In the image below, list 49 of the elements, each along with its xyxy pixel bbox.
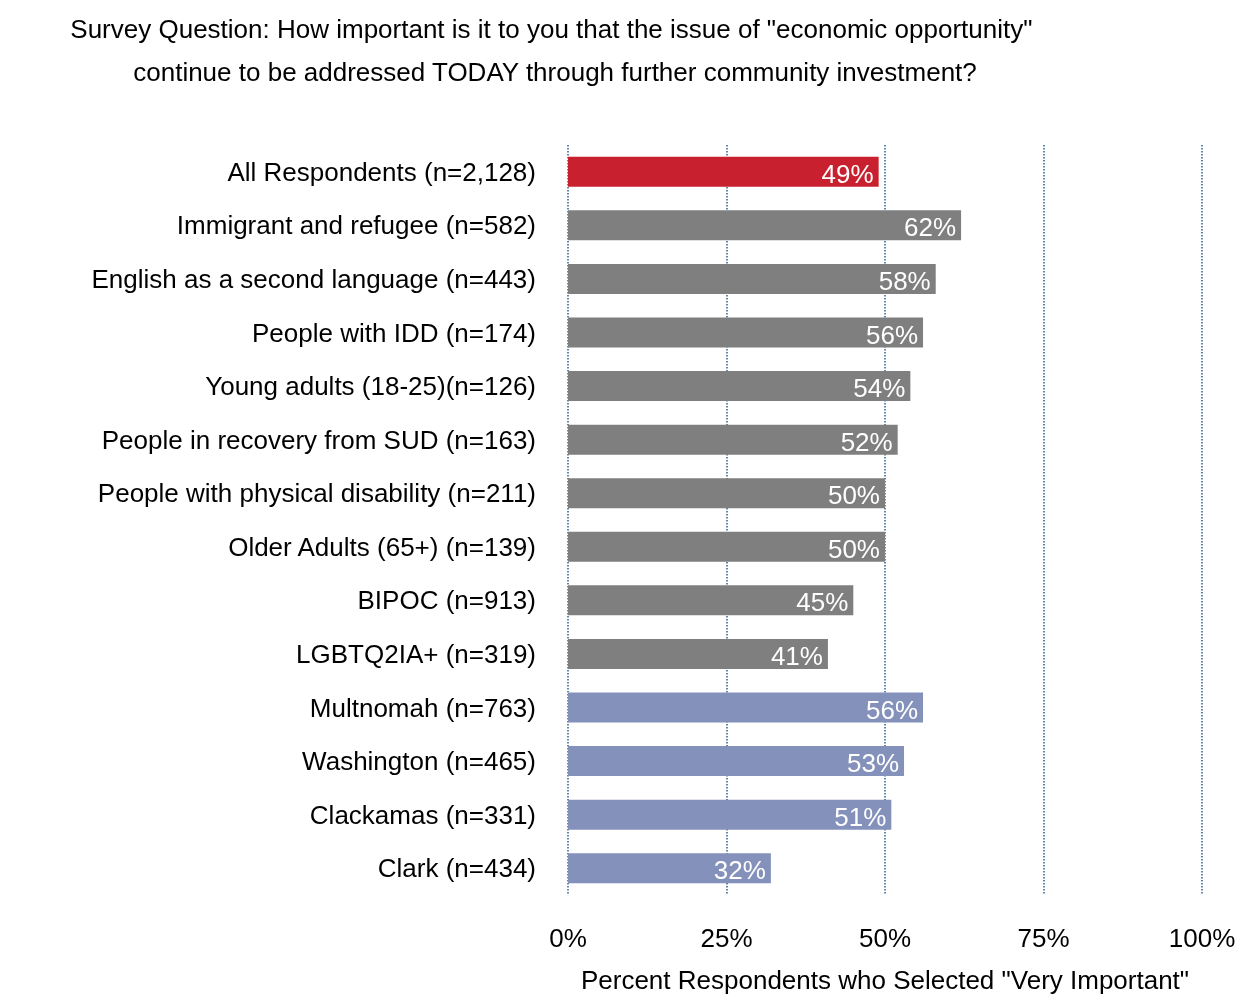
data-label: 58% [878,265,931,296]
y-tick-label: Multnomah (n=763) [309,692,536,723]
y-tick-label: All Respondents (n=2,128) [227,156,536,187]
y-tick-label: People in recovery from SUD (n=163) [101,424,536,455]
data-label: 50% [827,533,880,564]
x-axis-title: Percent Respondents who Selected "Very Important" [580,965,1190,995]
y-tick-label: English as a second language (n=443) [91,263,536,294]
bar [568,478,885,509]
chart-title: Survey Question: How important is it to you that the issue of "economic opportunity" continue to be addressed TODAY through further community investment? [70,13,1040,87]
bar [568,799,892,830]
bar [568,531,885,562]
y-tick-label: Clark (n=434) [377,853,536,884]
bar [568,156,879,187]
y-tick-label: Older Adults (65+) (n=139) [228,531,536,562]
bar [568,746,905,777]
data-label: 52% [840,426,893,457]
data-label: 45% [796,587,849,618]
bar [568,371,911,402]
x-tick-label: 75% [1017,923,1070,953]
data-label: 49% [821,158,874,189]
data-label: 53% [846,748,900,779]
y-tick-label: Young adults (18-25)(n=126) [205,371,536,402]
bar [568,263,936,294]
y-tick-label: LGBTQ2IA+ (n=319) [296,638,536,669]
x-tick-label: 25% [700,923,753,953]
y-tick-label: Washington (n=465) [302,746,536,777]
data-label: 32% [713,855,766,886]
data-label: 62% [904,212,957,243]
data-label: 54% [853,373,906,404]
bar [568,585,854,616]
y-tick-label: People with physical disability (n=211) [97,478,536,509]
data-label: 56% [865,319,919,350]
data-label: 51% [834,801,887,832]
data-label: 50% [827,480,880,511]
data-label: 41% [770,640,823,671]
y-tick-label: People with IDD (n=174) [252,317,536,348]
bar [568,853,771,884]
bar [568,692,924,723]
bar [568,317,924,348]
y-tick-label: Immigrant and refugee (n=582) [176,210,536,241]
data-label: 56% [865,694,919,725]
bar [568,424,898,455]
y-tick-label: Clackamas (n=331) [309,799,536,830]
y-tick-label: BIPOC (n=913) [357,585,536,616]
x-tick-label: 100% [1168,923,1236,953]
x-tick-label: 50% [858,923,912,953]
bar [568,638,828,669]
bar [568,210,962,241]
x-tick-label: 0% [549,923,587,953]
